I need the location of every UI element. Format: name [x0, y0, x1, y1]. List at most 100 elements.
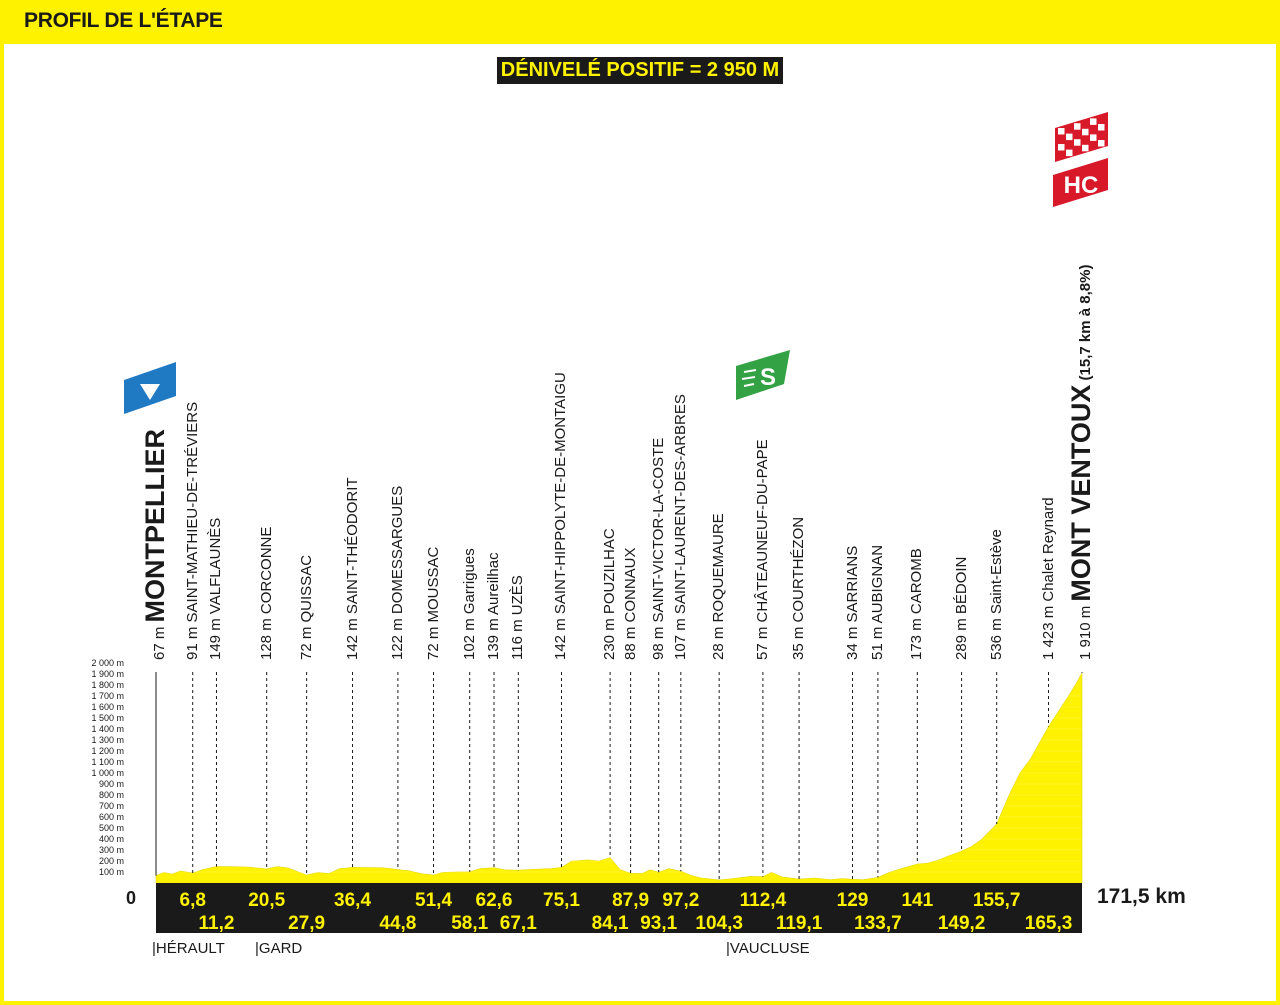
waypoint-label: 88 m CONNAUX	[622, 547, 639, 660]
waypoint-name: SAINT-HIPPOLYTE-DE-MONTAIGU	[552, 372, 570, 615]
waypoint-label: 72 m MOUSSAC	[425, 547, 442, 660]
km-label: 84,1	[592, 913, 629, 934]
waypoint-altitude: 139 m	[485, 614, 502, 660]
waypoint-altitude: 128 m	[257, 614, 275, 660]
y-tick-label: 1 400 m	[91, 724, 124, 734]
waypoint-label: 142 m SAINT-THÉODORIT	[344, 477, 361, 660]
y-tick-label: 200 m	[99, 856, 124, 866]
waypoint-name: SAINT-LAURENT-DES-ARBRES	[671, 394, 689, 615]
y-tick-label: 1 500 m	[91, 713, 124, 723]
y-tick-label: 1 300 m	[91, 735, 124, 745]
y-tick-label: 1 900 m	[91, 669, 124, 679]
waypoint-label: 122 m DOMESSARGUES	[389, 486, 406, 660]
waypoint-name: DOMESSARGUES	[388, 485, 406, 615]
page-title: PROFIL DE L'ÉTAPE	[24, 9, 223, 32]
checkered-square	[1058, 128, 1065, 135]
waypoint-altitude: 142 m	[343, 614, 361, 660]
y-tick-label: 2 000 m	[91, 658, 124, 668]
waypoint-altitude: 173 m	[908, 614, 926, 660]
waypoint-altitude: 122 m	[388, 614, 406, 660]
waypoint-name: UZÈS	[509, 575, 527, 616]
km-label: 104,3	[695, 913, 743, 934]
waypoint-name: SAINT-THÉODORIT	[343, 477, 361, 615]
waypoint-name: CONNAUX	[621, 547, 639, 623]
km-label: 97,2	[662, 890, 699, 911]
y-tick-label: 100 m	[99, 867, 124, 877]
waypoint-altitude: 116 m	[509, 615, 527, 660]
waypoint-name: POUZILHAC	[601, 528, 619, 615]
waypoint-note: (15,7 km à 8,8%)	[1077, 264, 1094, 385]
department-herault: |HÉRAULT	[152, 940, 225, 957]
elevation-gain-badge: DÉNIVELÉ POSITIF = 2 950 M	[497, 57, 783, 84]
checkered-square	[1090, 118, 1097, 125]
waypoint-label: 289 m BÉDOIN	[953, 557, 970, 660]
waypoint-label: 57 m CHÂTEAUNEUF-DU-PAPE	[754, 439, 771, 660]
sprint-speed-line	[743, 369, 757, 373]
start-arrow-icon	[140, 384, 160, 400]
waypoint-altitude: 142 m	[552, 614, 570, 660]
category-badge	[1053, 158, 1108, 207]
y-tick-label: 300 m	[99, 845, 124, 855]
km-label: 155,7	[973, 890, 1021, 911]
y-tick-label: 1 700 m	[91, 691, 124, 701]
waypoint-altitude: 1 910 m	[1077, 601, 1094, 660]
y-tick-label: 700 m	[99, 801, 124, 811]
km-label: 141	[901, 890, 933, 911]
waypoint-label: 142 m SAINT-HIPPOLYTE-DE-MONTAIGU	[552, 372, 569, 660]
department-vaucluse: |VAUCLUSE	[726, 940, 810, 957]
checkered-square	[1090, 134, 1097, 141]
y-tick-label: 1 200 m	[91, 746, 124, 756]
sprint-speed-line	[743, 383, 755, 387]
km-label: 20,5	[248, 890, 285, 911]
waypoint-name: Chalet Reynard	[1039, 497, 1057, 602]
header-band	[0, 0, 1280, 44]
waypoint-label: 67 m MONTPELLIER	[140, 429, 171, 660]
km-label: 149,2	[938, 913, 986, 934]
waypoint-altitude: 91 m	[183, 622, 201, 660]
y-tick-label: 800 m	[99, 790, 124, 800]
waypoint-label: 128 m CORCONNE	[258, 527, 275, 660]
sprint-label: S	[760, 364, 776, 391]
km-label: 75,1	[543, 890, 580, 911]
waypoint-altitude: 67 m	[151, 622, 168, 660]
km-label: 67,1	[500, 913, 537, 934]
checkered-square	[1074, 139, 1081, 146]
waypoint-label: 91 m SAINT-MATHIEU-DE-TRÉVIERS	[184, 402, 201, 660]
waypoint-label: 173 m CAROMB	[908, 548, 925, 660]
waypoint-altitude: 107 m	[671, 614, 689, 660]
checkered-square	[1074, 123, 1081, 130]
waypoint-label: 34 m SARRIANS	[844, 546, 861, 660]
frame-bottom	[0, 1001, 1280, 1005]
km-label: 36,4	[334, 890, 371, 911]
waypoint-name: MONTPELLIER	[140, 428, 170, 623]
km-label: 87,9	[612, 890, 649, 911]
km-label: 165,3	[1025, 913, 1073, 934]
y-tick-label: 1 600 m	[91, 702, 124, 712]
km-label: 129	[837, 890, 869, 911]
waypoint-label: 1 910 m MONT VENTOUX (15,7 km à 8,8%)	[1066, 265, 1097, 660]
waypoint-name: Garrigues	[460, 548, 478, 615]
waypoint-name: VALFLAUNÈS	[207, 517, 225, 615]
waypoint-name: Saint-Estève	[987, 529, 1005, 615]
waypoint-name: CHÂTEAUNEUF-DU-PAPE	[753, 439, 771, 623]
km-label: 62,6	[476, 890, 513, 911]
waypoint-name: MONT VENTOUX	[1066, 384, 1096, 602]
waypoint-name: SARRIANS	[843, 545, 861, 623]
checkered-square	[1098, 124, 1105, 131]
waypoint-altitude: 51 m	[868, 623, 886, 660]
frame-left	[0, 0, 4, 1005]
y-tick-label: 1 000 m	[91, 768, 124, 778]
waypoint-name: QUISSAC	[297, 554, 315, 623]
waypoint-label: 230 m POUZILHAC	[601, 528, 618, 660]
sprint-icon	[736, 350, 790, 400]
km-label: 6,8	[180, 890, 206, 911]
waypoint-name: COURTHÉZON	[790, 516, 808, 623]
km-label: 51,4	[415, 890, 452, 911]
y-tick-label: 900 m	[99, 779, 124, 789]
waypoint-name: BÉDOIN	[952, 556, 970, 615]
km-label: 119,1	[776, 913, 823, 934]
waypoint-label: 536 m Saint-Estève	[988, 529, 1005, 660]
start-km-label: 0	[126, 888, 137, 908]
